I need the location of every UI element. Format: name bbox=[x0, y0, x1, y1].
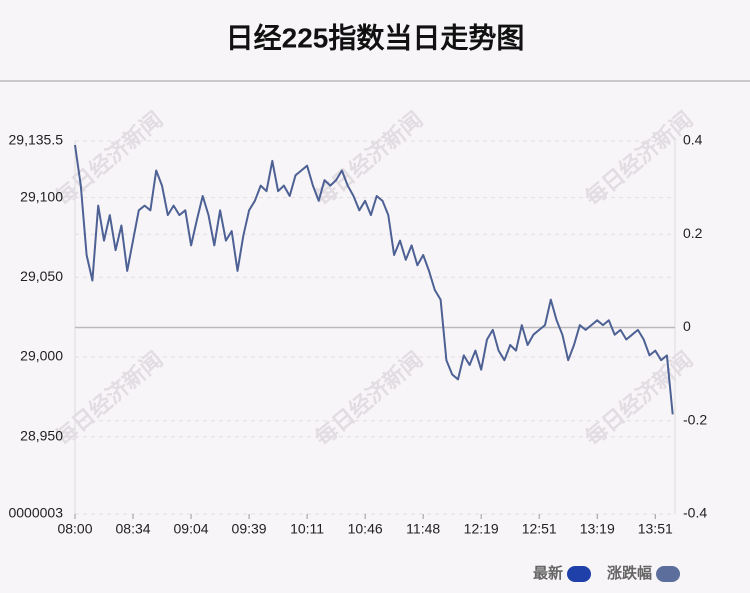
x-tick-label: 10:11 bbox=[290, 521, 324, 537]
x-tick-label: 12:19 bbox=[464, 521, 499, 537]
y-tick-label: 0000003 bbox=[8, 505, 63, 521]
watermark: 每日经济新闻 bbox=[580, 107, 697, 211]
x-tick-label: 12:51 bbox=[522, 521, 557, 537]
watermark: 每日经济新闻 bbox=[50, 107, 167, 211]
y-tick-label: 29,100 bbox=[20, 188, 63, 204]
y2-tick-label: -0.4 bbox=[683, 505, 707, 521]
price-line bbox=[74, 144, 674, 415]
y2-tick-label: 0.4 bbox=[683, 132, 703, 148]
legend-label: 涨跌幅 bbox=[607, 564, 652, 582]
x-tick-label: 08:34 bbox=[116, 521, 151, 537]
watermark: 每日经济新闻 bbox=[580, 347, 697, 451]
x-tick-label: 11:48 bbox=[406, 521, 440, 537]
watermark: 每日经济新闻 bbox=[50, 347, 167, 451]
x-tick-label: 13:51 bbox=[638, 521, 673, 537]
y2-tick-label: 0.2 bbox=[683, 225, 703, 241]
x-tick-label: 10:46 bbox=[348, 521, 383, 537]
y2-tick-label: 0 bbox=[683, 318, 691, 334]
y-tick-label: 28,950 bbox=[20, 427, 63, 443]
watermark: 每日经济新闻 bbox=[310, 107, 427, 211]
x-tick-label: 09:39 bbox=[232, 521, 267, 537]
y-tick-label: 29,050 bbox=[20, 268, 63, 284]
x-tick-label: 09:04 bbox=[174, 521, 209, 537]
x-tick-label: 08:00 bbox=[57, 521, 92, 537]
watermark: 每日经济新闻 bbox=[310, 347, 427, 451]
y2-tick-label: -0.2 bbox=[683, 411, 707, 427]
y-tick-label: 29,000 bbox=[20, 348, 63, 364]
chart-title: 日经225指数当日走势图 bbox=[226, 21, 525, 53]
legend-label: 最新 bbox=[533, 564, 563, 582]
legend-swatch bbox=[567, 566, 592, 582]
legend-swatch bbox=[656, 566, 681, 582]
x-tick-label: 13:19 bbox=[580, 521, 615, 537]
y-tick-label: 29,135.5 bbox=[9, 132, 64, 148]
